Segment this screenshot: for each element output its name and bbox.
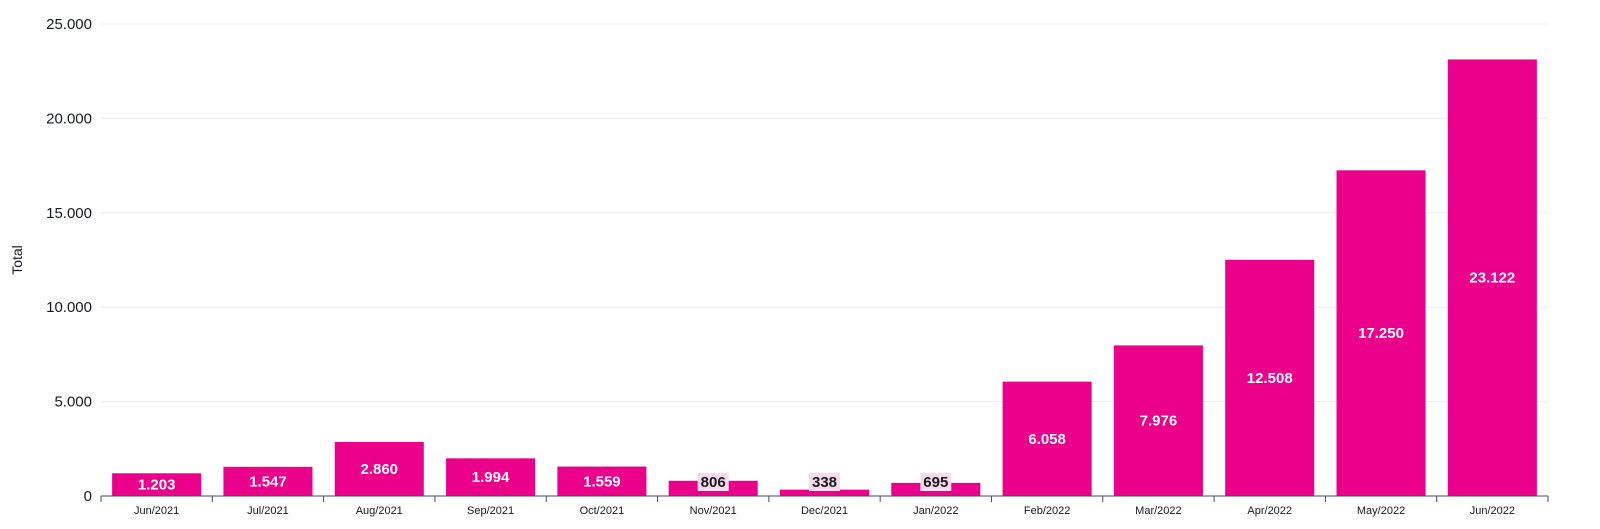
bar[interactable] [446, 458, 536, 496]
data-label: 695 [923, 474, 948, 491]
data-label: 12.508 [1247, 370, 1293, 387]
x-tick-label: Oct/2021 [580, 505, 625, 517]
bar[interactable] [223, 466, 313, 496]
x-tick-label: Jul/2021 [247, 505, 289, 517]
x-tick-label: Aug/2021 [356, 505, 403, 517]
data-label: 1.547 [249, 473, 287, 490]
y-tick-label: 5.000 [54, 394, 92, 411]
bar[interactable] [334, 442, 424, 496]
data-label: 17.250 [1358, 325, 1404, 342]
data-label: 2.860 [360, 461, 398, 478]
y-axis-label: Total [9, 245, 25, 275]
data-label: 806 [701, 474, 726, 491]
x-tick-label: Jun/2021 [134, 505, 179, 517]
x-tick-label: Nov/2021 [690, 505, 737, 517]
bar[interactable] [557, 466, 647, 496]
data-label-background [809, 473, 840, 491]
bar[interactable] [1336, 170, 1426, 496]
bar[interactable] [112, 473, 202, 496]
y-tick-label: 15.000 [46, 205, 92, 222]
bar[interactable] [1002, 381, 1092, 496]
x-tick-label: May/2022 [1357, 505, 1405, 517]
x-tick-label: Jun/2022 [1470, 505, 1515, 517]
bars[interactable] [112, 59, 1537, 497]
data-label: 23.122 [1469, 270, 1515, 287]
y-tick-label: 20.000 [46, 110, 92, 127]
x-tick-label: Jan/2022 [913, 505, 958, 517]
x-tick-label: Mar/2022 [1135, 505, 1181, 517]
x-tick-label: Feb/2022 [1024, 505, 1070, 517]
bar[interactable] [1225, 259, 1315, 496]
data-label: 7.976 [1140, 413, 1178, 430]
y-axis-tick-labels: 0 5.000 10.000 15.000 20.000 25.000 [46, 16, 92, 505]
x-tick-label: Dec/2021 [801, 505, 848, 517]
data-label-background [697, 473, 729, 491]
bar[interactable] [1113, 345, 1203, 496]
bar[interactable] [1447, 59, 1537, 497]
data-label: 338 [812, 474, 837, 491]
y-tick-label: 0 [84, 488, 92, 505]
y-tick-label: 10.000 [46, 299, 92, 316]
y-tick-label: 25.000 [46, 16, 92, 33]
x-tick-label: Apr/2022 [1247, 505, 1292, 517]
x-axis-ticks: Jun/2021 Jul/2021 Aug/2021 Sep/2021 Oct/2021… [100, 496, 1549, 517]
data-label: 1.994 [472, 469, 510, 486]
data-label-background [920, 473, 952, 491]
data-labels: 1.203 1.547 2.860 1.994 1.559 806 338 695 6.058 7… [138, 270, 1515, 494]
gridlines [101, 23, 1548, 403]
data-label: 1.559 [583, 473, 621, 490]
data-label: 6.058 [1028, 431, 1066, 448]
x-tick-label: Sep/2021 [467, 505, 514, 517]
bar[interactable] [779, 489, 870, 496]
data-label: 1.203 [138, 477, 176, 494]
